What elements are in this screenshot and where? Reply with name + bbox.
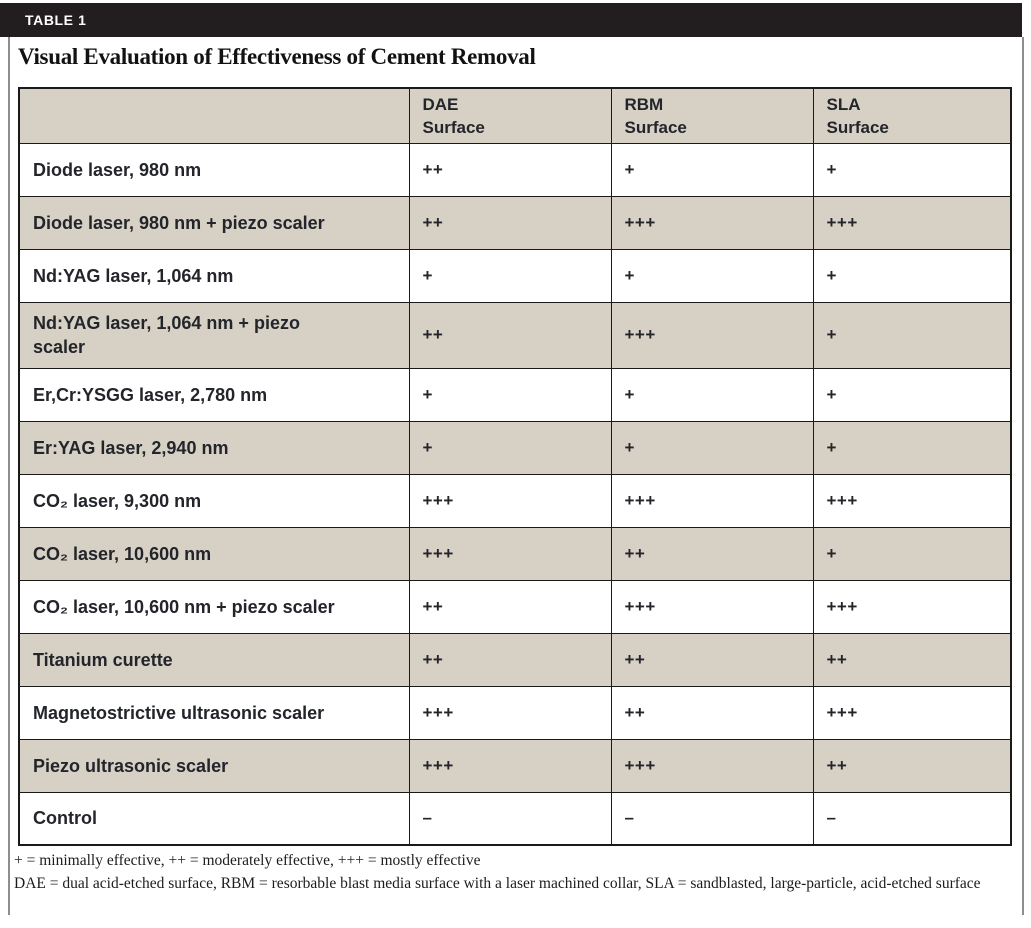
table-title: Visual Evaluation of Effectiveness of Ce… (18, 44, 536, 69)
cell-dae: +++ (408, 473, 612, 528)
frame-line-right (1022, 37, 1024, 915)
cell-dae: +++ (408, 526, 612, 581)
cell-sla: + (812, 301, 1012, 369)
cell-dae: – (408, 791, 612, 846)
table-row: Er,Cr:YSGG laser, 2,780 nm + + + (18, 367, 1012, 422)
cell-rbm: ++ (610, 632, 814, 687)
cell-rbm: + (610, 367, 814, 422)
cell-sla: +++ (812, 195, 1012, 250)
row-label: CO₂ laser, 10,600 nm + piezo scaler (18, 579, 410, 634)
table-row: Magnetostrictive ultrasonic scaler +++ +… (18, 685, 1012, 740)
row-label: Er:YAG laser, 2,940 nm (18, 420, 410, 475)
cell-sla: ++ (812, 738, 1012, 793)
cell-sla: +++ (812, 579, 1012, 634)
cell-sla: + (812, 420, 1012, 475)
cell-rbm: + (610, 420, 814, 475)
cell-dae: ++ (408, 142, 612, 197)
row-label: CO₂ laser, 10,600 nm (18, 526, 410, 581)
cell-rbm: + (610, 248, 814, 303)
row-label: Er,Cr:YSGG laser, 2,780 nm (18, 367, 410, 422)
cell-sla: + (812, 248, 1012, 303)
footnote-abbreviations: DAE = dual acid-etched surface, RBM = re… (14, 875, 981, 892)
row-label: Magnetostrictive ultrasonic scaler (18, 685, 410, 740)
row-label: Diode laser, 980 nm + piezo scaler (18, 195, 410, 250)
cell-rbm: – (610, 791, 814, 846)
row-label: Control (18, 791, 410, 846)
cell-rbm: ++ (610, 685, 814, 740)
cell-rbm: +++ (610, 301, 814, 369)
footnote-key: + = minimally effective, ++ = moderately… (14, 852, 481, 869)
table-row: CO₂ laser, 10,600 nm + piezo scaler ++ +… (18, 579, 1012, 634)
cell-sla: +++ (812, 473, 1012, 528)
cell-dae: ++ (408, 632, 612, 687)
footnotes: + = minimally effective, ++ = moderately… (14, 849, 1016, 895)
header-cell-sla-surface: SLA Surface (812, 87, 1012, 144)
cell-sla: + (812, 142, 1012, 197)
cell-sla: + (812, 367, 1012, 422)
cell-rbm: +++ (610, 738, 814, 793)
row-label: CO₂ laser, 9,300 nm (18, 473, 410, 528)
header-cell-dae-surface: DAE Surface (408, 87, 612, 144)
cell-sla: + (812, 526, 1012, 581)
header-row: DAE Surface RBM Surface SLA Surface (18, 87, 1012, 144)
cell-sla: – (812, 791, 1012, 846)
header-cell-empty (18, 87, 410, 144)
cell-rbm: +++ (610, 579, 814, 634)
table-row: CO₂ laser, 9,300 nm +++ +++ +++ (18, 473, 1012, 528)
frame-line-left (8, 37, 10, 915)
row-label: Nd:YAG laser, 1,064 nm (18, 248, 410, 303)
row-label: Diode laser, 980 nm (18, 142, 410, 197)
table-row: Nd:YAG laser, 1,064 nm + piezo scaler ++… (18, 301, 1012, 369)
cell-dae: + (408, 367, 612, 422)
cell-dae: +++ (408, 738, 612, 793)
cell-rbm: +++ (610, 473, 814, 528)
row-label: Titanium curette (18, 632, 410, 687)
cell-dae: ++ (408, 195, 612, 250)
table-row: Er:YAG laser, 2,940 nm + + + (18, 420, 1012, 475)
table-row: Diode laser, 980 nm + piezo scaler ++ ++… (18, 195, 1012, 250)
table-row: Control – – – (18, 791, 1012, 846)
cell-dae: + (408, 420, 612, 475)
table-row: Diode laser, 980 nm ++ + + (18, 142, 1012, 197)
cell-sla: ++ (812, 632, 1012, 687)
cell-rbm: + (610, 142, 814, 197)
cell-dae: +++ (408, 685, 612, 740)
table-tag-bar: TABLE 1 (0, 3, 1022, 37)
table-tag-label: TABLE 1 (25, 12, 87, 28)
row-label: Piezo ultrasonic scaler (18, 738, 410, 793)
cell-rbm: ++ (610, 526, 814, 581)
table-row: Nd:YAG laser, 1,064 nm + + + (18, 248, 1012, 303)
cell-dae: ++ (408, 301, 612, 369)
cell-sla: +++ (812, 685, 1012, 740)
row-label: Nd:YAG laser, 1,064 nm + piezo scaler (18, 301, 410, 369)
cell-dae: + (408, 248, 612, 303)
header-cell-rbm-surface: RBM Surface (610, 87, 814, 144)
table-row: CO₂ laser, 10,600 nm +++ ++ + (18, 526, 1012, 581)
table-row: Piezo ultrasonic scaler +++ +++ ++ (18, 738, 1012, 793)
table-row: Titanium curette ++ ++ ++ (18, 632, 1012, 687)
cell-rbm: +++ (610, 195, 814, 250)
cell-dae: ++ (408, 579, 612, 634)
cement-removal-table: DAE Surface RBM Surface SLA Surface Diod… (18, 87, 1012, 846)
